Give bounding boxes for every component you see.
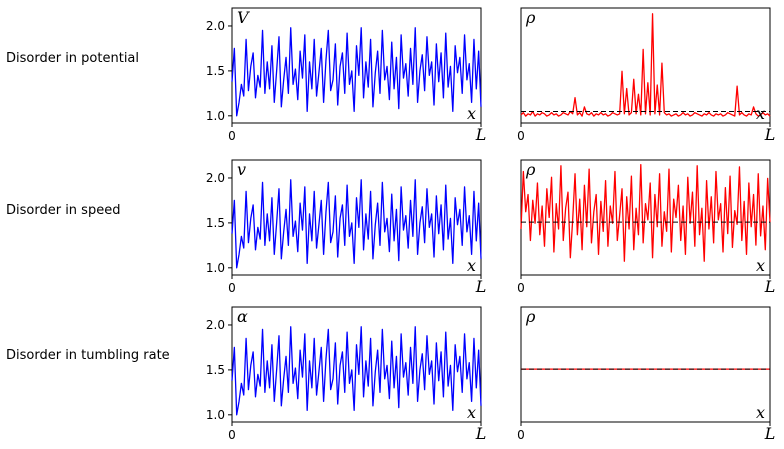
panel-0-right: 0 Lρ x bbox=[517, 7, 776, 144]
row-label-speed: Disorder in speed bbox=[6, 203, 120, 218]
panel-1-right: 0 Lρ x bbox=[517, 159, 776, 296]
panel-frame-2-left bbox=[231, 306, 482, 423]
x-axis-label-0-right: x bbox=[756, 104, 765, 123]
x-tick-label-2-left-0: 0 bbox=[228, 428, 236, 442]
data-series-1-left-0 bbox=[231, 179, 482, 269]
y-tick-label-0-left-2: 2.0 bbox=[206, 19, 225, 33]
y-axis-label-0-left: V bbox=[237, 8, 250, 27]
y-tick-label-0-left-1.5: 1.5 bbox=[206, 64, 225, 78]
row-label-tumbling-rate: Disorder in tumbling rate bbox=[6, 348, 170, 363]
panel-0-left: 1.0 1.5 2.0 0 L Vx bbox=[206, 7, 487, 144]
panel-frame-0-right bbox=[520, 7, 771, 124]
panel-frame-0-left bbox=[231, 7, 482, 124]
x-tick-label-2-left-1: L bbox=[475, 424, 487, 443]
y-tick-label-1-left-2: 2.0 bbox=[206, 171, 225, 185]
x-axis-label-0-left: x bbox=[467, 104, 476, 123]
x-axis-label-2-right: x bbox=[756, 403, 765, 422]
panel-2-right: 0 Lρ x bbox=[517, 306, 776, 443]
data-series-2-left-0 bbox=[231, 326, 482, 416]
x-tick-label-1-left-0: 0 bbox=[228, 281, 236, 295]
data-series-1-right-0 bbox=[520, 163, 771, 262]
x-tick-label-0-right-1: L bbox=[764, 125, 776, 144]
x-axis-label-1-left: x bbox=[467, 256, 476, 275]
y-tick-label-1-left-1.5: 1.5 bbox=[206, 216, 225, 230]
x-tick-label-2-right-1: L bbox=[764, 424, 776, 443]
y-axis-label-2-right: ρ bbox=[525, 307, 536, 326]
x-tick-label-0-right-0: 0 bbox=[517, 129, 525, 143]
y-axis-label-2-left: α bbox=[237, 307, 248, 326]
data-series-0-left-0 bbox=[231, 27, 482, 117]
panels: 1.0 1.5 2.0 0 L Vx 0 Lρ x 1.0 1.5 2.0 0 Lv x 0 Lρ x 1.0 1.5… bbox=[206, 7, 776, 443]
x-tick-label-0-left-1: L bbox=[475, 125, 487, 144]
y-tick-label-1-left-1: 1.0 bbox=[206, 261, 225, 275]
panel-frame-1-right bbox=[520, 159, 771, 276]
y-tick-label-2-left-1.5: 1.5 bbox=[206, 363, 225, 377]
y-axis-label-0-right: ρ bbox=[525, 8, 536, 27]
y-axis-label-1-right: ρ bbox=[525, 160, 536, 179]
x-tick-label-1-left-1: L bbox=[475, 277, 487, 296]
y-tick-label-2-left-1: 1.0 bbox=[206, 408, 225, 422]
x-tick-label-2-right-0: 0 bbox=[517, 428, 525, 442]
x-axis-label-1-right: x bbox=[756, 256, 765, 275]
panel-frame-1-left bbox=[231, 159, 482, 276]
row-label-potential: Disorder in potential bbox=[6, 51, 139, 66]
y-tick-label-2-left-2: 2.0 bbox=[206, 318, 225, 332]
x-tick-label-0-left-0: 0 bbox=[228, 129, 236, 143]
x-tick-label-1-right-1: L bbox=[764, 277, 776, 296]
y-tick-label-0-left-1: 1.0 bbox=[206, 109, 225, 123]
data-series-0-right-0 bbox=[520, 13, 771, 117]
panel-1-left: 1.0 1.5 2.0 0 Lv x bbox=[206, 159, 487, 296]
panel-2-left: 1.0 1.5 2.0 0 Lα x bbox=[206, 306, 487, 443]
y-axis-label-1-left: v bbox=[237, 160, 246, 179]
x-axis-label-2-left: x bbox=[467, 403, 476, 422]
x-tick-label-1-right-0: 0 bbox=[517, 281, 525, 295]
panel-frame-2-right bbox=[520, 306, 771, 423]
